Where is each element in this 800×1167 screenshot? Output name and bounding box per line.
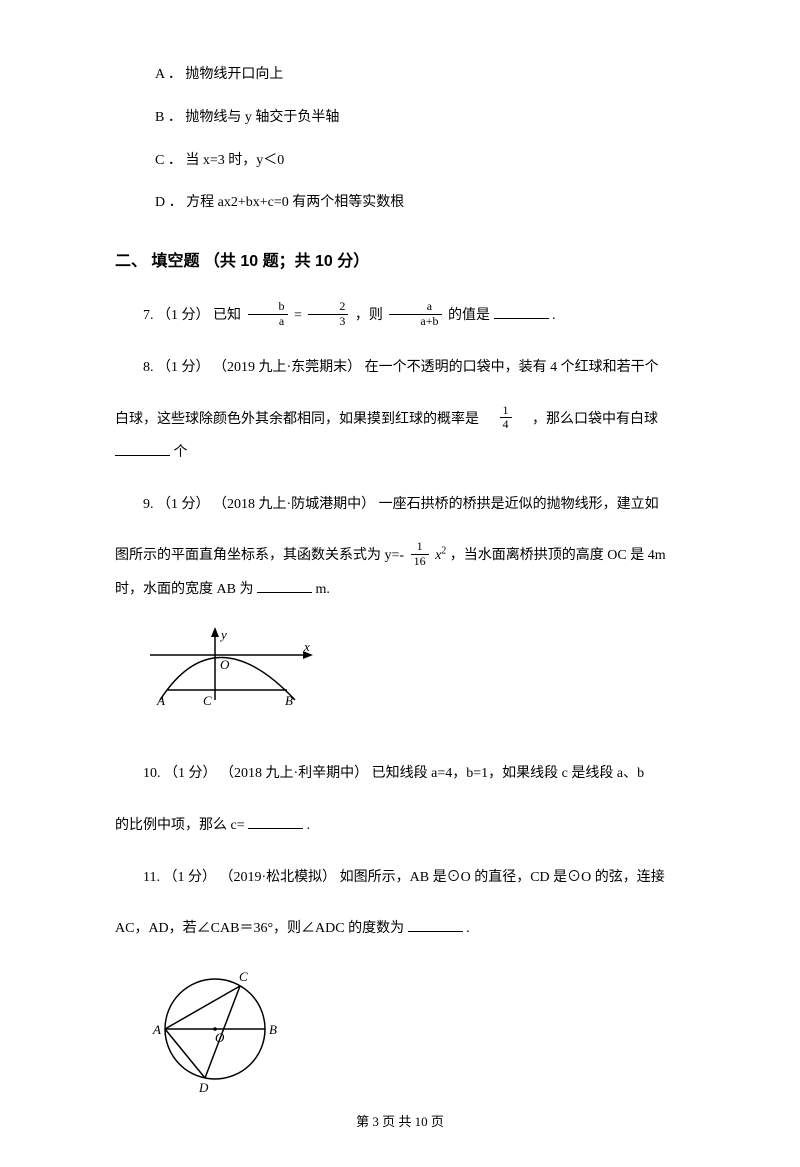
option-d: D ． 方程 ax2+bx+c=0 有两个相等实数根 — [155, 188, 685, 219]
option-c: C ． 当 x=3 时，y＜0 — [155, 146, 685, 177]
label-C: C — [203, 693, 212, 708]
option-b: B ． 抛物线与 y 轴交于负半轴 — [155, 103, 685, 134]
question-7: 7. （1 分） 已知 b a = 2 3 ，则 a a+b 的值是 . — [115, 299, 685, 333]
frac-den: a — [248, 315, 288, 328]
frac-den: a+b — [389, 315, 441, 328]
frac-num: a — [389, 300, 441, 314]
page-footer: 第 3 页 共 10 页 — [0, 1108, 800, 1137]
question-10-cont: 的比例中项，那么 c= . — [115, 809, 685, 843]
q9-line2-prefix: 图所示的平面直角坐标系，其函数关系式为 y=- — [115, 548, 408, 563]
blank — [115, 442, 170, 456]
q7-frac3: a a+b — [389, 300, 441, 327]
question-11-cont: AC，AD，若∠CAB＝36°，则∠ADC 的度数为 . — [115, 912, 685, 946]
label-x: x — [303, 639, 310, 654]
q7-prefix: 7. （1 分） 已知 — [143, 308, 245, 323]
question-10: 10. （1 分） （2018 九上·利辛期中） 已知线段 a=4，b=1，如果… — [115, 757, 685, 791]
option-a: A ． 抛物线开口向上 — [155, 60, 685, 91]
label-B: B — [269, 1022, 277, 1037]
label-O: O — [215, 1030, 225, 1045]
blank — [494, 305, 549, 319]
q9-line3-suffix: m. — [315, 582, 329, 597]
q7-end: . — [552, 308, 556, 323]
q8-line1: 8. （1 分） （2019 九上·东莞期末） 在一个不透明的口袋中，装有 4 … — [143, 360, 659, 375]
label-C: C — [239, 969, 248, 984]
q8-line2-suffix: ，那么口袋中有白球 — [518, 412, 658, 427]
figure-parabola: y x O A B C — [145, 625, 685, 738]
q8-line3-suffix: 个 — [174, 445, 188, 460]
frac-num: 1 — [411, 540, 429, 554]
q11-line2-prefix: AC，AD，若∠CAB＝36°，则∠ADC 的度数为 — [115, 921, 404, 936]
blank — [257, 579, 312, 593]
question-11: 11. （1 分） （2019·松北模拟） 如图所示，AB 是⊙O 的直径，CD… — [115, 861, 685, 895]
frac-num: 1 — [500, 404, 512, 418]
q11-line1: 11. （1 分） （2019·松北模拟） 如图所示，AB 是⊙O 的直径，CD… — [143, 870, 665, 885]
label-A: A — [156, 693, 165, 708]
label-O: O — [220, 657, 230, 672]
question-9-cont: 图所示的平面直角坐标系，其函数关系式为 y=- 1 16 x2 ，当水面离桥拱顶… — [115, 539, 685, 606]
question-8-cont: 白球，这些球除颜色外其余都相同，如果摸到红球的概率是 1 4 ，那么口袋中有白球… — [115, 403, 685, 470]
blank — [248, 815, 303, 829]
frac-num: 2 — [308, 300, 348, 314]
q9-line2-suffix: ，当水面离桥拱顶的高度 OC 是 4m — [450, 548, 666, 563]
circle-svg: A B C D O — [145, 964, 285, 1094]
q10-line2-prefix: 的比例中项，那么 c= — [115, 818, 245, 833]
figure-circle: A B C D O — [145, 964, 685, 1107]
q8-frac: 1 4 — [500, 404, 512, 431]
q10-line2-suffix: . — [307, 818, 311, 833]
frac-den: 3 — [308, 315, 348, 328]
q11-line2-suffix: . — [466, 921, 470, 936]
q9-frac: 1 16 — [411, 540, 429, 567]
parabola-svg: y x O A B C — [145, 625, 325, 725]
q9-power: 2 — [441, 546, 446, 557]
label-B: B — [285, 693, 293, 708]
q7-eq: = — [294, 308, 305, 323]
q8-line2-prefix: 白球，这些球除颜色外其余都相同，如果摸到红球的概率是 — [115, 412, 493, 427]
frac-den: 16 — [411, 555, 429, 568]
q7-suffix: 的值是 — [448, 308, 490, 323]
question-8: 8. （1 分） （2019 九上·东莞期末） 在一个不透明的口袋中，装有 4 … — [115, 351, 685, 385]
q9-line1: 9. （1 分） （2018 九上·防城港期中） 一座石拱桥的桥拱是近似的抛物线… — [143, 497, 659, 512]
frac-den: 4 — [500, 418, 512, 431]
label-D: D — [198, 1080, 209, 1094]
q9-line3-prefix: 时，水面的宽度 AB 为 — [115, 582, 253, 597]
section-title: 二、 填空题 （共 10 题；共 10 分） — [115, 244, 685, 279]
label-y: y — [219, 627, 227, 642]
q10-line1: 10. （1 分） （2018 九上·利辛期中） 已知线段 a=4，b=1，如果… — [143, 766, 644, 781]
blank — [408, 918, 463, 932]
q7-frac2: 2 3 — [308, 300, 348, 327]
question-9: 9. （1 分） （2018 九上·防城港期中） 一座石拱桥的桥拱是近似的抛物线… — [115, 488, 685, 522]
frac-num: b — [248, 300, 288, 314]
q7-mid: ，则 — [355, 308, 387, 323]
q7-frac1: b a — [248, 300, 288, 327]
label-A: A — [152, 1022, 161, 1037]
